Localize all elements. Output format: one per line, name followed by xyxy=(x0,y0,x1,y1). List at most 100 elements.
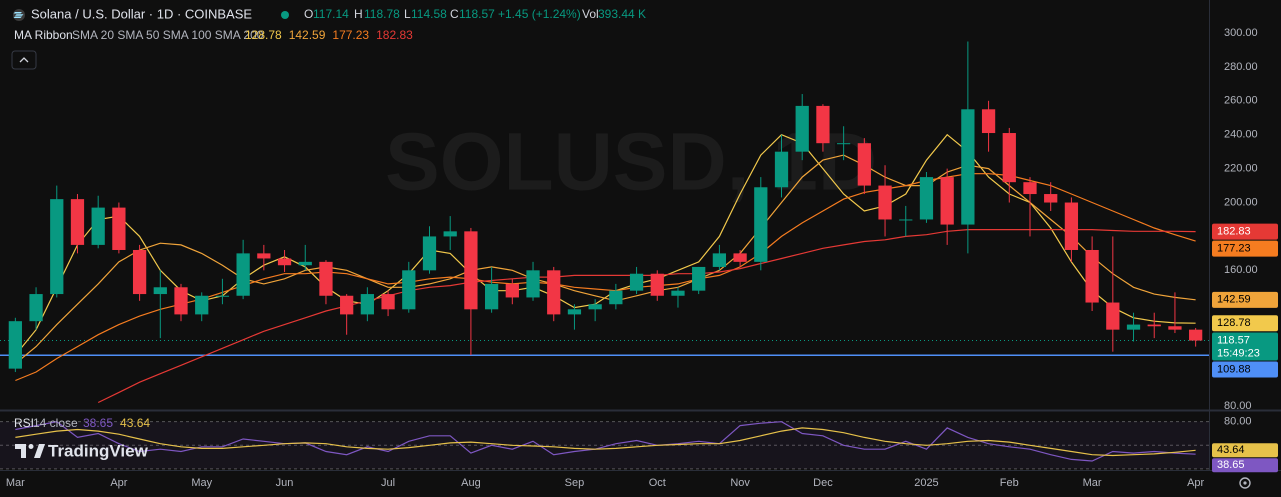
ma-line xyxy=(14,133,1196,356)
candle-body xyxy=(422,236,437,271)
price-tag-label: 142.59 xyxy=(1217,294,1251,306)
logo: TradingView xyxy=(15,441,149,460)
indicator-title[interactable]: MA Ribbon xyxy=(14,28,73,42)
y-tick-label: 240.00 xyxy=(1224,129,1258,141)
candle-body xyxy=(629,273,644,291)
rsi-title[interactable]: RSI xyxy=(14,416,34,430)
candle-body xyxy=(712,253,727,267)
price-tag xyxy=(1212,315,1278,332)
candle-body xyxy=(733,253,747,262)
y-tick-label: 160.00 xyxy=(1224,264,1258,276)
candle-body xyxy=(277,258,292,266)
rsi-value: 38.65 xyxy=(83,416,113,430)
candle-body xyxy=(1126,324,1141,330)
rsi-params: 14 close xyxy=(33,416,78,430)
logo-mark xyxy=(15,444,26,458)
ma-line xyxy=(15,154,1196,365)
candle-body xyxy=(961,109,975,225)
legend-high: 118.78 xyxy=(364,7,400,21)
x-tick-label: Apr xyxy=(110,477,127,489)
ma-line xyxy=(15,173,1196,382)
y-tick-label: 280.00 xyxy=(1224,61,1258,73)
candle-body xyxy=(774,151,789,188)
candle-body xyxy=(195,295,209,315)
rsi-tag xyxy=(1212,458,1278,473)
indicator-value: 128.78 xyxy=(245,28,282,42)
logo-mark xyxy=(34,444,45,458)
x-tick-label: Mar xyxy=(6,477,25,489)
x-tick-label: Feb xyxy=(1000,477,1019,489)
rsi-values: 38.65 43.64 xyxy=(83,416,150,430)
candle-body xyxy=(567,309,582,315)
candle-body xyxy=(505,283,519,298)
watermark: SOLUSD, 1D xyxy=(385,117,877,208)
symbol-title[interactable]: Solana / U.S. Dollar · 1D · COINBASE xyxy=(31,6,252,21)
candle-body xyxy=(919,177,934,220)
price-tag xyxy=(1212,240,1278,257)
plot xyxy=(0,41,1209,470)
indicator-value: 182.83 xyxy=(376,28,413,42)
x-tick-label: Nov xyxy=(730,477,750,489)
candle-body xyxy=(878,185,892,220)
y-tick-label: 260.00 xyxy=(1224,95,1258,107)
candle-body xyxy=(50,199,64,295)
candle-body xyxy=(1189,329,1203,341)
y-tick-label: 200.00 xyxy=(1224,196,1258,208)
candle-body xyxy=(70,199,85,245)
candle-body xyxy=(402,270,416,310)
candle-body xyxy=(443,231,457,237)
legend-open: 117.14 xyxy=(313,7,349,21)
candle-body xyxy=(1168,326,1182,330)
candle-body xyxy=(837,143,851,145)
price-tag xyxy=(1212,361,1278,378)
x-tick-label: May xyxy=(191,477,212,489)
legend-volume-label: Vol xyxy=(582,7,599,21)
x-tick-label: Sep xyxy=(565,477,585,489)
candle-body xyxy=(29,294,43,322)
price-tag-label: 182.83 xyxy=(1217,226,1251,238)
candle-body xyxy=(215,295,230,297)
legend-volume: 393.44 K xyxy=(598,7,646,21)
indicator-values: 128.78 142.59 177.23 182.83 xyxy=(245,28,413,42)
rsi-tick-label: 80.00 xyxy=(1224,416,1252,428)
symbol-icon-glyph xyxy=(13,12,24,18)
candle-body xyxy=(319,261,333,296)
candle-body xyxy=(360,294,374,315)
logo-mark xyxy=(28,444,34,449)
candle-body xyxy=(526,270,540,298)
candle-body xyxy=(795,105,809,152)
x-tick-label: Apr xyxy=(1187,477,1204,489)
candle-body xyxy=(1147,324,1161,327)
collapse-button[interactable] xyxy=(11,50,37,70)
settings-icon-center xyxy=(1243,481,1247,485)
price-tag-label: 118.57 xyxy=(1217,334,1250,346)
indicator-value: 177.23 xyxy=(332,28,369,42)
x-tick-label: Dec xyxy=(813,477,833,489)
candle-body xyxy=(1023,182,1037,195)
watermark-group: SOLUSD, 1D xyxy=(385,117,877,208)
legend-low: 114.58 xyxy=(411,7,447,21)
candle-body xyxy=(692,266,706,291)
candle-body xyxy=(8,321,22,369)
y-tick-label: 300.00 xyxy=(1224,27,1258,39)
rsi-line xyxy=(15,427,1196,457)
candle-body xyxy=(899,219,913,221)
x-tick-label: Aug xyxy=(461,477,481,489)
market-status xyxy=(281,11,289,19)
candle-body xyxy=(1044,194,1058,203)
price-tag-label: 128.78 xyxy=(1217,317,1251,329)
candle-body xyxy=(340,295,354,315)
settings-icon[interactable] xyxy=(1239,477,1251,489)
x-tick-label: 2025 xyxy=(914,477,938,489)
candle-body xyxy=(609,290,623,305)
candle-body xyxy=(381,294,395,310)
candle-body xyxy=(1085,249,1099,303)
candle-body xyxy=(857,143,871,186)
candle-body xyxy=(464,231,478,310)
candle-body xyxy=(236,253,250,296)
countdown: 15:49:23 xyxy=(1217,347,1260,359)
candle-body xyxy=(1064,202,1079,250)
rsi-tag-label: 43.64 xyxy=(1217,444,1245,456)
